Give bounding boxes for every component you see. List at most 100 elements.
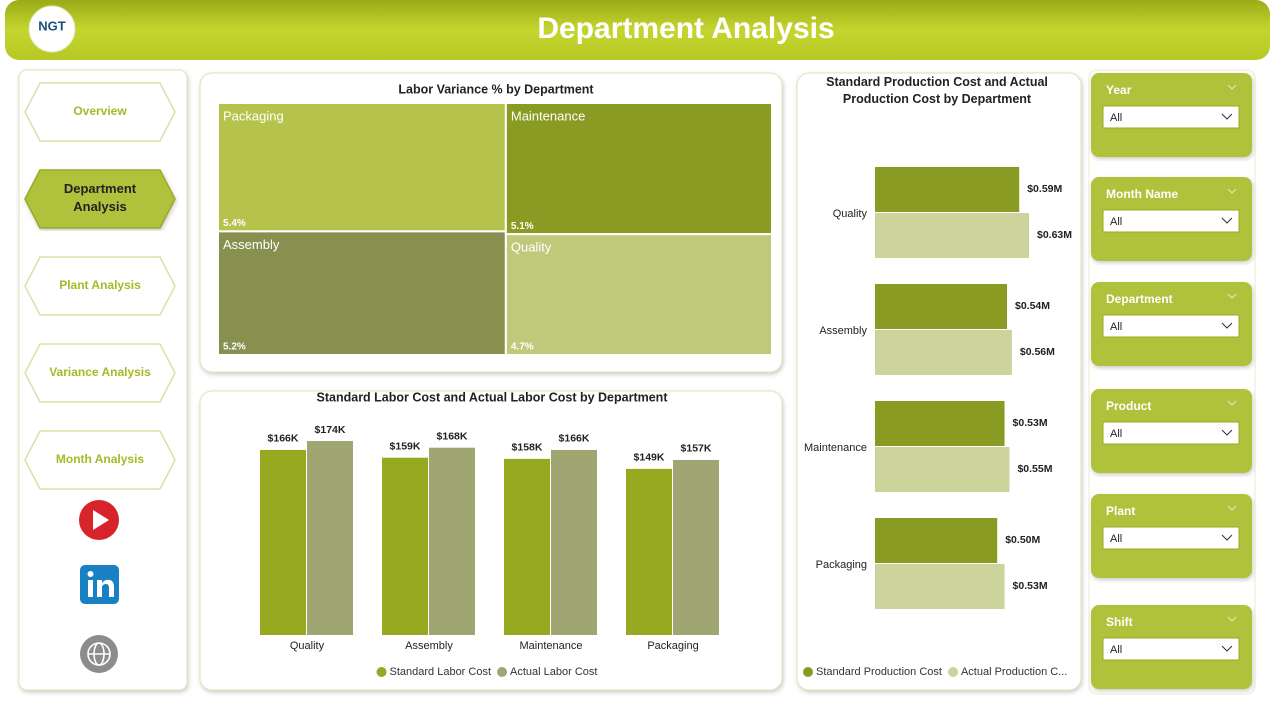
legend-label: Actual Production C...: [961, 666, 1067, 678]
data-label: $0.54M: [1015, 300, 1050, 312]
data-label: $0.63M: [1037, 229, 1072, 241]
legend-marker: [803, 667, 813, 677]
nav-button[interactable]: [24, 256, 176, 316]
filter-dropdown[interactable]: [1102, 421, 1240, 445]
treemap-label: Packaging: [223, 108, 284, 123]
filter-label: Product: [1106, 399, 1151, 413]
nav-button[interactable]: [24, 430, 176, 490]
data-label: $0.53M: [1013, 417, 1048, 429]
chart-title: Labor Variance % by Department: [398, 82, 594, 96]
bar: [875, 564, 1005, 609]
bar: [875, 447, 1010, 492]
legend-marker: [947, 667, 958, 677]
y-tick-label: Packaging: [816, 559, 867, 571]
data-label: $157K: [681, 443, 712, 455]
filter-panel: [1088, 69, 1256, 695]
bar: [875, 284, 1007, 329]
treemap-cell: [504, 233, 773, 356]
legend-marker: [376, 667, 387, 677]
data-label: $0.59M: [1027, 183, 1062, 195]
header-bar: [5, 0, 1270, 60]
y-tick-label: Assembly: [819, 325, 867, 337]
legend-label: Actual Labor Cost: [510, 666, 597, 678]
youtube-play: [93, 510, 109, 530]
treemap-cell: [217, 102, 507, 233]
data-label: $159K: [390, 441, 421, 453]
nav-button[interactable]: [24, 343, 176, 403]
bar: [875, 167, 1020, 212]
filter-dropdown[interactable]: [1102, 526, 1240, 550]
bar: [875, 213, 1029, 258]
bar: [429, 447, 475, 635]
legend-marker: [497, 667, 508, 677]
treemap-label: Quality: [511, 240, 552, 255]
filter-value: All: [1110, 428, 1122, 440]
treemap-value: 5.1%: [511, 221, 534, 232]
filter-label: Plant: [1106, 504, 1135, 518]
y-tick-label: Maintenance: [804, 442, 867, 454]
data-label: $174K: [315, 424, 346, 436]
filter-collapse[interactable]: [1227, 616, 1237, 622]
filter-label: Department: [1106, 292, 1173, 306]
filter-label: Year: [1106, 83, 1132, 97]
data-label: $158K: [512, 442, 543, 454]
filter-value: All: [1110, 533, 1122, 545]
filter-collapse[interactable]: [1227, 400, 1237, 406]
dropdown-chevron: [1221, 645, 1233, 652]
bar: [875, 330, 1012, 375]
filter-dropdown[interactable]: [1102, 314, 1240, 338]
page-title: Department Analysis: [537, 12, 834, 45]
logo: [28, 5, 76, 53]
filter-label: Shift: [1106, 615, 1133, 629]
nav-button[interactable]: [24, 82, 176, 142]
x-tick-label: Maintenance: [520, 640, 583, 652]
x-tick-label: Quality: [290, 640, 325, 652]
data-label: $0.53M: [1013, 580, 1048, 592]
dropdown-chevron: [1221, 113, 1233, 120]
filter-value: All: [1110, 216, 1122, 228]
nav-label: Overview: [73, 104, 127, 118]
bar: [504, 458, 550, 635]
data-label: $168K: [437, 430, 468, 442]
bar: [260, 449, 306, 635]
dropdown-chevron: [1221, 534, 1233, 541]
x-tick-label: Packaging: [647, 640, 698, 652]
nav-button[interactable]: [24, 169, 176, 229]
bar: [551, 449, 597, 635]
chart-title: Standard Production Cost and Actual Prod…: [826, 75, 1048, 106]
legend-label: Standard Production Cost: [816, 666, 942, 678]
dropdown-chevron: [1221, 429, 1233, 436]
data-label: $149K: [634, 452, 665, 464]
globe-glyph: [87, 642, 111, 666]
filter-collapse[interactable]: [1227, 84, 1237, 90]
treemap-value: 5.2%: [223, 342, 246, 353]
filter-collapse[interactable]: [1227, 293, 1237, 299]
treemap-label: Assembly: [223, 237, 280, 252]
filter-label: Month Name: [1106, 187, 1178, 201]
legend-label: Standard Labor Cost: [390, 666, 492, 678]
filter-collapse[interactable]: [1227, 505, 1237, 511]
linkedin-glyph: [88, 580, 93, 597]
filter-dropdown[interactable]: [1102, 637, 1240, 661]
treemap-label: Maintenance: [511, 108, 585, 123]
nav-label: Plant Analysis: [59, 278, 141, 292]
bar: [875, 401, 1005, 446]
treemap-cell: [504, 102, 773, 236]
x-tick-label: Assembly: [405, 640, 453, 652]
data-label: $166K: [268, 433, 299, 445]
filter-value: All: [1110, 112, 1122, 124]
data-label: $0.50M: [1005, 534, 1040, 546]
filter-dropdown[interactable]: [1102, 105, 1240, 129]
bar: [626, 468, 672, 635]
bar: [307, 441, 353, 635]
filter-dropdown[interactable]: [1102, 209, 1240, 233]
bar: [875, 518, 998, 563]
y-tick-label: Quality: [833, 208, 868, 220]
treemap-cell: [217, 230, 507, 357]
filter-collapse[interactable]: [1227, 188, 1237, 194]
treemap-value: 5.4%: [223, 218, 246, 229]
bar: [673, 459, 719, 635]
linkedin-glyph: [97, 579, 114, 597]
